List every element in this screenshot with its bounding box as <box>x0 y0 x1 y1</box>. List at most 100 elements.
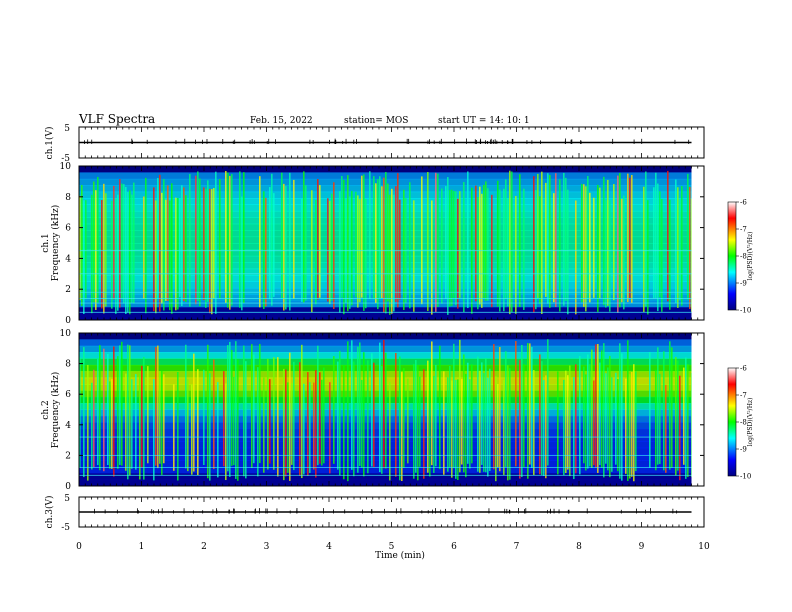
spectrum-streak <box>511 171 513 313</box>
time-axis-ticks: 0 1 2 3 4 5 6 7 8 9 10 <box>76 127 710 552</box>
spectrum-streak <box>147 366 149 464</box>
spectrum-streak <box>451 380 453 478</box>
spectrum-streak <box>113 185 115 300</box>
spectrum-streak <box>263 377 265 473</box>
spectrum-streak <box>361 175 363 298</box>
spectrum-streak <box>521 344 523 478</box>
spectrum-streak <box>79 195 81 301</box>
spectrum-streak <box>507 365 509 481</box>
spectrum-streak <box>251 344 253 469</box>
frequency-tick-label: 2 <box>65 285 71 295</box>
colorbar-tick-label: -8 <box>740 419 747 427</box>
spectrum-streak <box>603 343 605 478</box>
spectrum-streak <box>465 373 467 478</box>
spectrum-streak <box>133 182 135 304</box>
spectrum-streak <box>307 372 309 477</box>
spectrum-streak <box>599 362 601 466</box>
spectrum-streak <box>675 356 677 476</box>
ch1-ytick-top: 5 <box>64 124 70 134</box>
spectrum-streak <box>675 179 677 303</box>
spectrum-streak <box>161 370 163 475</box>
spectrum-streak <box>319 185 321 298</box>
spectrum-streak <box>343 179 345 315</box>
spectrum-streak <box>329 200 331 305</box>
spectrum-streak <box>485 358 487 473</box>
colorbar-tick-label: -7 <box>740 226 747 234</box>
spectrum-streak <box>259 343 261 464</box>
spectrum-streak <box>613 184 615 301</box>
spectrum-streak <box>91 194 93 314</box>
spectrum-streak <box>191 384 193 475</box>
spectrum-streak <box>449 189 451 307</box>
spectrum-streak <box>203 369 205 465</box>
spectrum-streak <box>397 173 399 308</box>
colorbar-tick-label: -10 <box>740 473 751 481</box>
spectrum-streak <box>523 364 525 468</box>
spectrum-streak <box>227 172 229 308</box>
time-tick-label: 8 <box>576 542 582 552</box>
spectrum-streak <box>575 200 577 315</box>
spectrum-streak <box>589 364 591 467</box>
spectrum-streak <box>117 356 119 469</box>
spectrum-streak <box>605 373 607 464</box>
ch1-voltage-panel: 5 -5 ch.1(V) <box>44 124 705 164</box>
spectrum-streak <box>605 200 607 308</box>
ch1-voltage-trace <box>79 138 692 144</box>
ch1-voltage-label: ch.1(V) <box>44 127 55 160</box>
spectrum-streak <box>481 362 483 465</box>
spectrum-streak <box>355 191 357 298</box>
spectrum-streak <box>383 340 385 469</box>
spectrum-streak <box>469 379 471 469</box>
spectrum-streak <box>309 382 311 473</box>
spectrum-streak <box>455 380 457 479</box>
spectrum-streak <box>235 341 237 479</box>
spectrum-streak <box>285 185 287 310</box>
ch3-ytick-bottom: -5 <box>61 523 70 533</box>
spectrum-streak <box>531 346 533 468</box>
spectrum-streak <box>119 179 121 308</box>
spectrum-streak <box>497 384 499 468</box>
spectrum-streak <box>109 381 111 469</box>
spectrum-streak <box>353 361 355 477</box>
ch3-voltage-trace <box>79 508 692 514</box>
spectrum-streak <box>197 369 199 476</box>
spectrum-streak <box>253 354 255 464</box>
colorbar-tick-label: -9 <box>740 446 747 454</box>
spectrum-streak <box>323 367 325 464</box>
spectrum-streak <box>233 376 235 466</box>
spectrum-streak <box>539 196 541 304</box>
spectrum-streak <box>407 378 409 464</box>
spectrum-streak <box>93 181 95 303</box>
spectrum-streak <box>431 200 433 315</box>
spectrum-streak <box>423 369 425 479</box>
station-label: station= MOS <box>344 116 408 126</box>
spectrum-streak <box>403 189 405 311</box>
spectrum-streak <box>435 172 437 312</box>
spectrum-streak <box>589 192 591 303</box>
spectrum-streak <box>371 353 373 467</box>
frequency-tick-label: 0 <box>65 316 71 326</box>
spectrum-streak <box>363 352 365 477</box>
spectrum-streak <box>299 362 301 476</box>
spectrum-streak <box>447 377 449 472</box>
frequency-tick-label: 6 <box>65 390 71 400</box>
spectrum-streak <box>399 199 401 300</box>
spectrum-streak <box>647 200 649 315</box>
spectrum-streak <box>515 195 517 314</box>
spectrum-streak <box>495 376 497 482</box>
spectrum-streak <box>477 356 479 472</box>
spectrum-streak <box>545 182 547 297</box>
spectrum-streak <box>271 173 273 306</box>
colorbar-tick-label: -6 <box>740 365 747 373</box>
spectrum-streak <box>449 365 451 468</box>
spectrum-streak <box>315 370 317 478</box>
frequency-tick-label: 0 <box>65 482 71 492</box>
spectrum-streak <box>477 196 479 310</box>
spectrum-streak <box>245 361 247 479</box>
spectrum-streak <box>459 191 461 298</box>
spectrum-streak <box>181 185 183 306</box>
spectrum-streak <box>277 357 279 477</box>
spectrum-streak <box>229 175 231 310</box>
spectrum-streak <box>617 379 619 472</box>
spectrum-streak <box>617 175 619 313</box>
